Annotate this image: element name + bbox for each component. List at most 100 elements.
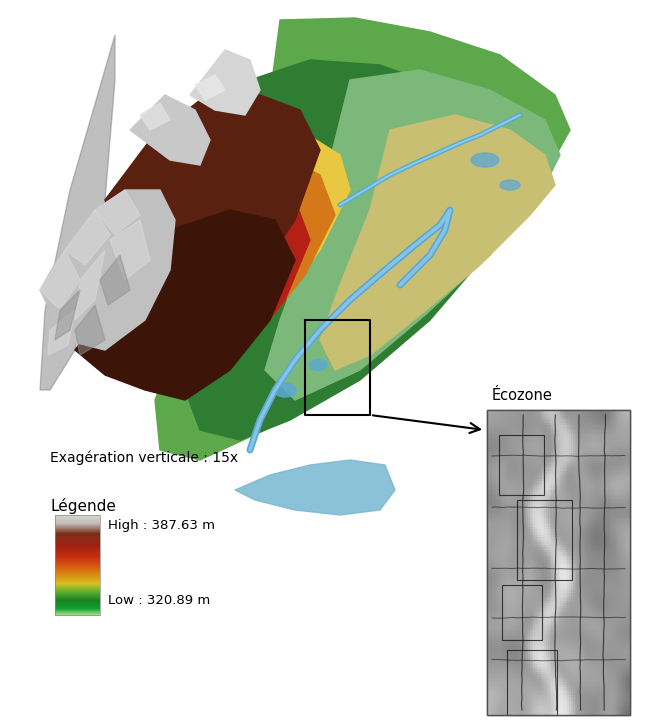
Bar (494, 461, 497, 464)
Bar (535, 423, 537, 426)
Bar (535, 560, 537, 563)
Bar (624, 702, 627, 706)
Bar (507, 418, 509, 421)
Bar (578, 547, 580, 550)
Bar (531, 636, 534, 639)
Bar (55, 605, 100, 607)
Bar (501, 611, 504, 614)
Bar (624, 413, 627, 416)
Bar (582, 450, 584, 454)
Bar (501, 664, 504, 667)
Bar (580, 628, 582, 632)
Bar (623, 489, 625, 492)
Bar (596, 654, 599, 657)
Bar (519, 623, 521, 627)
Bar (546, 527, 548, 530)
Bar (626, 474, 629, 476)
Bar (531, 544, 534, 548)
Bar (589, 420, 591, 423)
Bar (505, 463, 507, 466)
Bar (577, 440, 579, 443)
Bar (571, 644, 573, 647)
Bar (589, 560, 591, 563)
Bar (524, 692, 527, 696)
Bar (528, 497, 530, 500)
Bar (535, 438, 537, 441)
Bar (564, 544, 566, 548)
Bar (600, 616, 602, 619)
Bar (594, 601, 597, 604)
Bar (546, 669, 548, 672)
Bar (524, 549, 527, 553)
Bar (608, 492, 611, 495)
Bar (571, 667, 573, 669)
Bar (603, 644, 606, 647)
Bar (591, 527, 593, 530)
Bar (503, 578, 506, 581)
Bar (508, 522, 511, 525)
Bar (614, 433, 616, 436)
Bar (519, 413, 521, 416)
Bar (555, 410, 557, 413)
Bar (608, 489, 611, 492)
Bar (524, 461, 527, 464)
Bar (555, 418, 557, 421)
Bar (524, 471, 527, 474)
Bar (587, 487, 590, 489)
Bar (591, 700, 593, 703)
Bar (521, 583, 523, 586)
Bar (564, 631, 566, 634)
Bar (542, 570, 544, 573)
Bar (530, 669, 532, 672)
Bar (487, 636, 490, 639)
Bar (559, 675, 561, 677)
Bar (582, 646, 584, 649)
Bar (561, 507, 562, 510)
Bar (499, 649, 502, 652)
Bar (568, 591, 570, 594)
Bar (612, 680, 615, 683)
Bar (515, 616, 518, 619)
Bar (601, 675, 604, 677)
Bar (496, 413, 498, 416)
Bar (621, 534, 623, 538)
Bar (503, 484, 506, 487)
Bar (557, 621, 559, 624)
Bar (577, 613, 579, 617)
Bar (591, 433, 593, 436)
Bar (607, 664, 609, 667)
Bar (624, 455, 627, 459)
Bar (521, 524, 523, 527)
Bar (537, 428, 539, 431)
Bar (55, 545, 100, 546)
Bar (612, 623, 615, 627)
Bar (526, 700, 529, 703)
Bar (492, 581, 495, 583)
Bar (628, 633, 631, 637)
Bar (514, 420, 516, 423)
Bar (550, 570, 552, 573)
Bar (585, 646, 588, 649)
Bar (492, 552, 495, 555)
Bar (624, 509, 627, 512)
Bar (624, 466, 627, 469)
Bar (570, 453, 571, 456)
Bar (623, 628, 625, 632)
Bar (491, 664, 493, 667)
Bar (489, 641, 491, 644)
Bar (533, 479, 536, 482)
Bar (555, 517, 557, 520)
Bar (577, 633, 579, 637)
Bar (580, 636, 582, 639)
Bar (514, 539, 516, 543)
Bar (537, 697, 539, 701)
Bar (507, 682, 509, 685)
Bar (559, 463, 561, 466)
Bar (492, 418, 495, 421)
Bar (519, 479, 521, 482)
Bar (616, 517, 618, 520)
Bar (510, 519, 513, 522)
Bar (550, 461, 552, 464)
Bar (499, 682, 502, 685)
Bar (510, 697, 513, 701)
